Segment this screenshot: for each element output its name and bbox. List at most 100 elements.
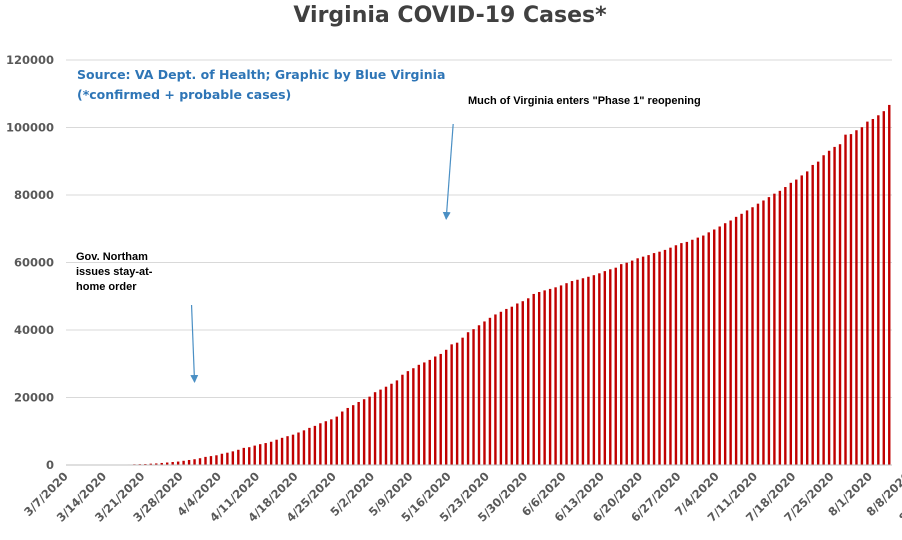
bar <box>351 405 355 465</box>
bar <box>844 134 847 465</box>
bar <box>756 203 760 466</box>
bar <box>341 411 344 465</box>
y-tick-label: 120000 <box>6 53 54 67</box>
bar <box>691 239 694 465</box>
bar <box>680 243 683 465</box>
bar <box>543 290 546 465</box>
y-tick-label: 100000 <box>6 121 54 135</box>
bar <box>368 396 371 465</box>
bar <box>669 247 672 465</box>
bar <box>472 329 475 465</box>
bar <box>647 255 650 465</box>
bar <box>778 190 782 465</box>
bar <box>723 223 727 465</box>
bar <box>488 317 492 465</box>
bar <box>477 325 481 465</box>
bar <box>444 349 448 465</box>
bar <box>838 144 842 465</box>
phase1-arrow <box>442 123 454 220</box>
bar <box>220 453 224 465</box>
bar <box>620 264 623 465</box>
bar <box>494 314 497 465</box>
bar <box>789 182 793 465</box>
bar <box>357 401 360 465</box>
bar <box>795 179 798 465</box>
bar <box>609 269 612 465</box>
bar <box>428 359 431 465</box>
y-tick-label: 20000 <box>14 391 54 405</box>
source-line: Source: VA Dept. of Health; Graphic by B… <box>77 67 445 82</box>
bar <box>636 258 639 465</box>
annotations: Much of Virginia enters "Phase 1" reopen… <box>76 95 701 293</box>
bar <box>827 150 831 465</box>
bar <box>598 273 601 465</box>
bar <box>532 293 535 465</box>
bar <box>614 267 617 465</box>
bar <box>702 235 705 465</box>
bar <box>231 451 235 465</box>
bar <box>308 427 311 465</box>
y-tick-label: 80000 <box>14 188 54 202</box>
bar <box>330 419 333 465</box>
bar <box>450 344 453 465</box>
bar <box>373 392 377 465</box>
bar <box>537 292 541 465</box>
bar <box>833 146 836 465</box>
stay-home-arrow <box>190 304 199 383</box>
bar <box>767 197 771 465</box>
bar <box>713 229 716 465</box>
bar <box>603 271 607 465</box>
bar <box>264 443 267 465</box>
bar <box>187 459 191 465</box>
bar <box>171 462 174 465</box>
bar <box>395 380 399 465</box>
bar <box>297 432 300 465</box>
bar <box>674 245 678 465</box>
bar <box>198 458 202 465</box>
bar <box>822 155 825 466</box>
y-tick-label: 0 <box>46 458 54 472</box>
bar <box>499 311 503 465</box>
bar <box>182 460 185 465</box>
bar <box>641 256 645 465</box>
bar <box>554 287 557 465</box>
y-axis: 0 20000 40000 60000 80000 100000 120000 <box>6 53 54 472</box>
bar <box>166 462 169 465</box>
bar <box>160 462 163 465</box>
bar <box>248 447 251 465</box>
bar <box>209 456 213 465</box>
bar <box>871 118 875 466</box>
bar <box>762 200 765 466</box>
bar <box>313 425 317 465</box>
bar <box>412 368 415 465</box>
bar <box>630 260 634 465</box>
bar <box>652 253 656 465</box>
bar <box>751 207 754 466</box>
bar <box>362 399 366 465</box>
bar <box>286 436 289 465</box>
bar <box>581 278 585 465</box>
bar <box>324 421 328 465</box>
bar <box>176 461 180 465</box>
bar <box>335 416 338 465</box>
bar <box>718 226 721 465</box>
bar <box>565 283 568 465</box>
stay-home-line-3: home order <box>76 281 137 293</box>
bar <box>384 386 388 465</box>
source-note: (*confirmed + probable cases) <box>77 87 291 102</box>
bar <box>291 434 295 465</box>
bar <box>253 445 256 465</box>
bar <box>559 285 563 465</box>
bar <box>275 439 278 465</box>
bar <box>740 213 743 465</box>
bar <box>510 306 514 465</box>
bar <box>346 407 349 465</box>
bar <box>592 275 596 465</box>
stay-home-line-1: Gov. Northam <box>76 251 148 263</box>
bar <box>888 104 891 466</box>
bar <box>155 463 158 465</box>
bar <box>773 193 776 466</box>
bar <box>193 459 196 465</box>
gridlines <box>66 59 892 398</box>
